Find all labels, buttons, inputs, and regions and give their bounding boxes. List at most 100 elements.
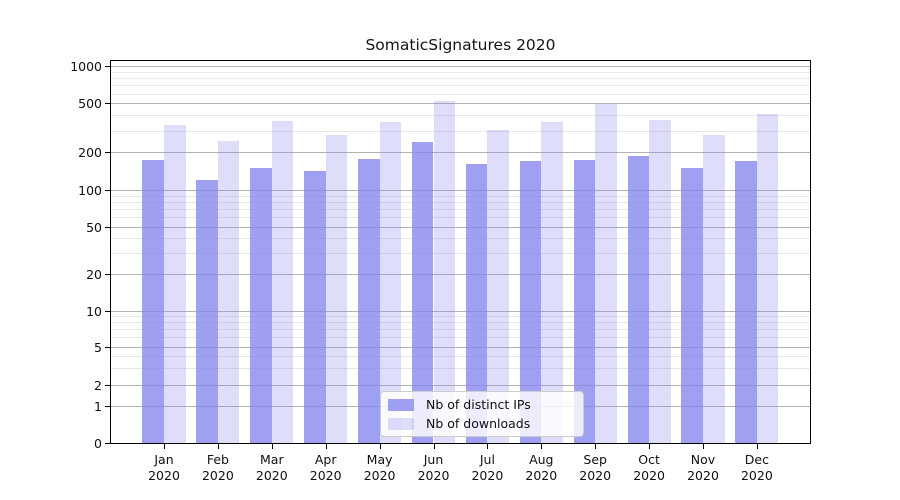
bar-ips-nov — [681, 167, 703, 444]
legend-item-downloads: Nb of downloads — [381, 416, 583, 431]
y-tick-label: 1 — [94, 399, 102, 415]
bar-ips-apr — [304, 170, 326, 444]
major-gridline — [110, 190, 811, 191]
legend: Nb of distinct IPs Nb of downloads — [380, 391, 584, 437]
y-tick-label: 0 — [94, 436, 102, 451]
x-tick-label: Jul 2020 — [471, 452, 504, 483]
y-tick-mark — [105, 406, 110, 408]
minor-gridline — [110, 195, 811, 197]
bar-downloads-dec — [756, 113, 779, 444]
x-tick-label: Oct 2020 — [633, 452, 665, 483]
y-tick-mark — [105, 226, 110, 228]
x-tick-label: Sep 2020 — [579, 452, 612, 483]
y-tick-label: 2 — [94, 377, 102, 393]
bar-downloads-feb — [217, 141, 240, 444]
minor-gridline — [110, 329, 811, 331]
bar-ips-dec — [735, 160, 757, 444]
minor-gridline — [110, 337, 811, 339]
major-gridline — [110, 346, 811, 348]
legend-label-downloads: Nb of downloads — [426, 416, 531, 431]
bar-downloads-jul — [487, 130, 509, 444]
x-tick-mark — [649, 444, 651, 449]
y-tick-mark — [105, 310, 110, 312]
bar-ips-may — [358, 159, 380, 444]
y-tick-mark — [105, 443, 110, 444]
y-tick-label: 200 — [78, 145, 102, 161]
bar-downloads-jan — [164, 124, 186, 444]
x-tick-label: Mar 2020 — [255, 452, 288, 483]
minor-gridline — [110, 253, 811, 255]
minor-gridline — [110, 85, 811, 87]
chart-title: SomaticSignatures 2020 — [365, 36, 556, 54]
minor-gridline — [110, 367, 811, 369]
x-tick-mark — [756, 444, 758, 449]
bar-ips-feb — [196, 179, 218, 444]
y-tick-mark — [105, 346, 110, 348]
major-gridline — [110, 274, 811, 276]
x-tick-mark — [595, 444, 597, 449]
minor-gridline — [110, 238, 811, 240]
major-gridline — [110, 310, 811, 312]
x-tick-label: Jun 2020 — [417, 452, 450, 483]
bar-ips-mar — [250, 167, 272, 444]
x-tick-mark — [164, 444, 165, 449]
major-gridline — [110, 226, 811, 228]
major-gridline — [110, 66, 811, 68]
bar-ips-jul — [465, 164, 488, 444]
bar-ips-sep — [573, 159, 596, 444]
x-tick-mark — [271, 444, 273, 449]
minor-gridline — [110, 217, 811, 218]
bar-ips-oct — [627, 155, 650, 444]
bar-ips-aug — [519, 161, 542, 444]
minor-gridline — [110, 208, 811, 210]
y-tick-mark — [105, 66, 110, 68]
y-tick-mark — [105, 103, 110, 105]
y-tick-mark — [105, 274, 110, 276]
bar-downloads-apr — [325, 134, 348, 444]
minor-gridline — [110, 71, 811, 73]
x-tick-mark — [433, 444, 435, 449]
y-tick-mark — [105, 190, 110, 191]
legend-label-distinct-ips: Nb of distinct IPs — [426, 397, 531, 412]
bar-downloads-oct — [649, 120, 671, 444]
bar-downloads-nov — [703, 135, 725, 444]
x-tick-label: Dec 2020 — [740, 452, 773, 483]
x-tick-mark — [325, 444, 327, 449]
x-tick-mark — [487, 444, 489, 449]
y-tick-label: 1000 — [70, 59, 102, 75]
bar-downloads-aug — [541, 121, 563, 444]
y-tick-label: 20 — [86, 267, 102, 283]
x-tick-label: Jan 2020 — [148, 452, 180, 483]
legend-item-distinct-ips: Nb of distinct IPs — [381, 397, 583, 412]
bar-ips-jan — [142, 159, 164, 444]
y-tick-mark — [105, 152, 110, 154]
minor-gridline — [110, 322, 811, 324]
y-tick-label: 5 — [94, 339, 102, 355]
major-gridline — [110, 384, 811, 386]
minor-gridline — [110, 130, 811, 132]
x-tick-label: Feb 2020 — [201, 452, 234, 483]
bar-downloads-sep — [595, 104, 617, 444]
minor-gridline — [110, 78, 811, 80]
y-tick-label: 10 — [86, 303, 102, 319]
minor-gridline — [110, 115, 811, 117]
minor-gridline — [110, 93, 811, 95]
x-tick-mark — [703, 444, 704, 449]
x-tick-label: Aug 2020 — [525, 452, 558, 483]
x-tick-mark — [379, 444, 381, 449]
bar-downloads-jun — [433, 101, 456, 444]
legend-swatch-downloads — [388, 417, 414, 430]
x-tick-mark — [217, 444, 219, 449]
x-tick-mark — [541, 444, 543, 449]
x-tick-label: Apr 2020 — [309, 452, 342, 483]
legend-swatch-distinct-ips — [388, 398, 414, 411]
x-tick-label: May 2020 — [363, 452, 396, 483]
minor-gridline — [110, 201, 811, 203]
major-gridline — [110, 152, 811, 154]
y-tick-mark — [105, 384, 110, 386]
bar-downloads-mar — [271, 120, 294, 444]
x-tick-label: Nov 2020 — [687, 452, 719, 483]
plot-area — [110, 60, 811, 444]
bar-downloads-may — [379, 121, 402, 444]
